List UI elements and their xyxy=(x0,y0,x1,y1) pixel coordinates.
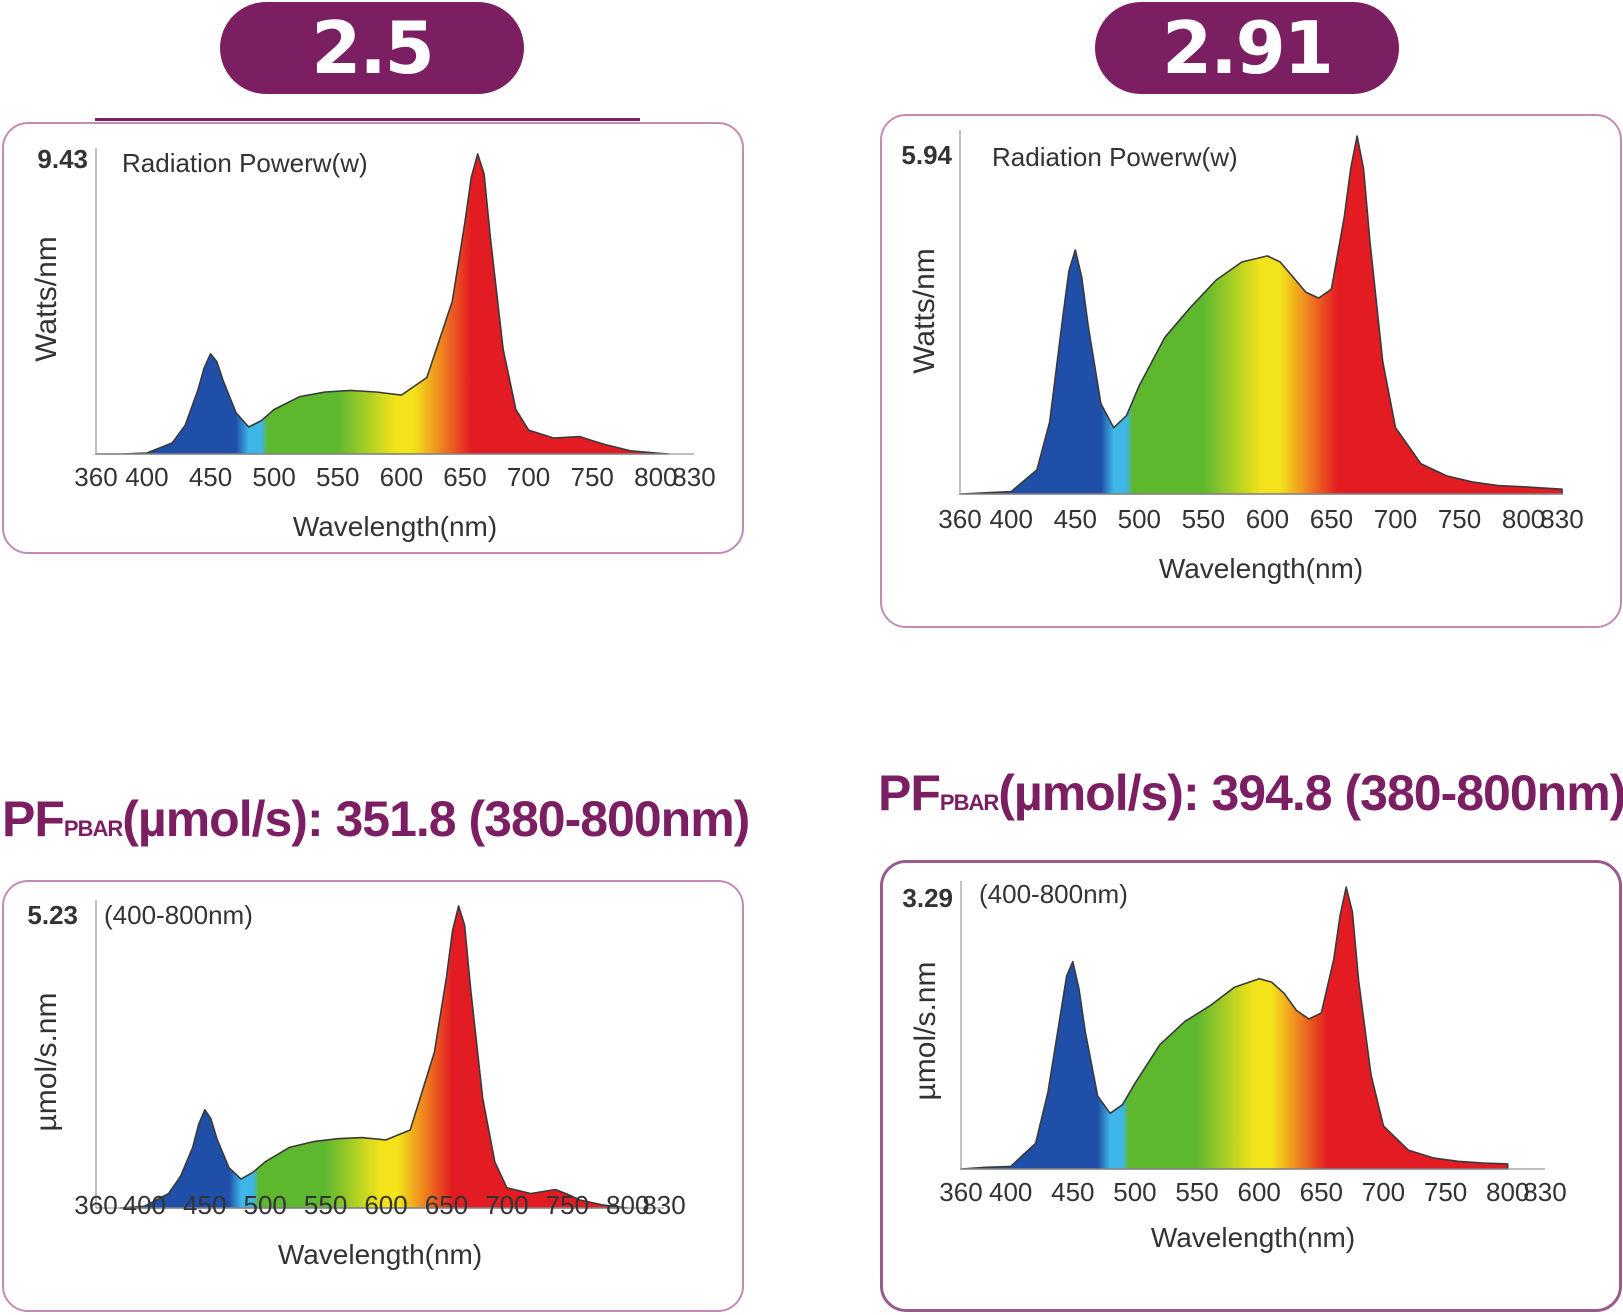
spectrum-area-right-pfd xyxy=(960,886,1509,1170)
x-tick-label: 450 xyxy=(183,1190,226,1220)
right-pf-subscript: PBAR xyxy=(939,790,999,815)
x-tick-label: 550 xyxy=(316,462,359,492)
x-tick-label: 700 xyxy=(485,1190,528,1220)
x-tick-label: 650 xyxy=(443,462,486,492)
right-pfd-chart-panel: 360 400 450 500 550 600 650 700 750 800 830 3.29 (40… xyxy=(880,860,1622,1312)
left-pf-value: (µmol/s): 351.8 (380-800nm) xyxy=(122,791,750,847)
x-tick-label: 700 xyxy=(1374,504,1417,534)
right-radiation-chart-panel: 360 400 450 500 550 600 650 700 750 800 830 5.94 Rad… xyxy=(880,114,1622,628)
x-tick-label: 400 xyxy=(990,504,1033,534)
x-tick-label: 500 xyxy=(252,462,295,492)
chart-title: Radiation Powerw(w) xyxy=(992,142,1238,172)
y-max-label: 5.94 xyxy=(901,140,952,170)
right-pf-prefix: PF xyxy=(878,765,941,821)
left-pf-heading: PFPBAR(µmol/s): 351.8 (380-800nm) xyxy=(2,790,750,848)
x-tick-label: 360 xyxy=(938,504,981,534)
x-tick-label: 600 xyxy=(1246,504,1289,534)
x-tick-label: 700 xyxy=(507,462,550,492)
x-tick-label: 360 xyxy=(74,1190,117,1220)
x-tick-label: 550 xyxy=(304,1190,347,1220)
x-tick-label: 650 xyxy=(1300,1177,1343,1207)
x-tick-label: 830 xyxy=(1540,504,1583,534)
x-tick-label: 500 xyxy=(1113,1177,1156,1207)
x-tick-label: 400 xyxy=(125,462,168,492)
x-tick-label: 400 xyxy=(989,1177,1032,1207)
x-tick-label: 550 xyxy=(1175,1177,1218,1207)
y-axis-label: µmol/s.nm xyxy=(30,993,63,1132)
x-axis-label: Wavelength(nm) xyxy=(1159,553,1363,584)
y-max-label: 3.29 xyxy=(902,883,953,913)
x-tick-label: 600 xyxy=(1238,1177,1281,1207)
x-tick-label: 750 xyxy=(571,462,614,492)
spectrum-area-left-radiation xyxy=(95,153,670,455)
x-tick-label: 830 xyxy=(672,462,715,492)
left-pfd-chart-panel: 360 400 450 500 550 600 650 700 750 800 830 5.23 (40… xyxy=(2,880,744,1312)
x-axis-label: Wavelength(nm) xyxy=(1151,1222,1355,1253)
left-pf-prefix: PF xyxy=(2,791,65,847)
x-tick-label: 800 xyxy=(606,1190,649,1220)
y-axis-label: µmol/s.nm xyxy=(909,962,942,1101)
x-tick-label: 750 xyxy=(1424,1177,1467,1207)
x-tick-label: 830 xyxy=(1523,1177,1566,1207)
right-badge-value: 2.91 xyxy=(1162,6,1334,90)
left-pf-subscript: PBAR xyxy=(63,816,123,841)
y-max-label: 9.43 xyxy=(37,144,88,174)
x-tick-label: 700 xyxy=(1362,1177,1405,1207)
x-tick-label: 450 xyxy=(1051,1177,1094,1207)
spectrum-area-left-pfd xyxy=(119,905,629,1209)
x-tick-label: 600 xyxy=(364,1190,407,1220)
x-tick-label: 360 xyxy=(939,1177,982,1207)
x-tick-label: 750 xyxy=(546,1190,589,1220)
x-axis-label: Wavelength(nm) xyxy=(293,511,497,542)
x-tick-label: 650 xyxy=(425,1190,468,1220)
left-badge-value: 2.5 xyxy=(311,6,435,90)
x-tick-label: 830 xyxy=(642,1190,685,1220)
chart-title: Radiation Powerw(w) xyxy=(122,148,368,178)
chart-title: (400-800nm) xyxy=(979,879,1128,909)
y-axis-label: Watts/nm xyxy=(908,248,941,374)
chart-title: (400-800nm) xyxy=(104,900,253,930)
x-tick-label: 500 xyxy=(243,1190,286,1220)
left-radiation-chart-panel: 360 400 450 500 550 600 650 700 750 800 830 9.43 Rad… xyxy=(2,122,744,554)
x-tick-label: 800 xyxy=(634,462,677,492)
x-tick-label: 800 xyxy=(1486,1177,1529,1207)
x-tick-label: 750 xyxy=(1438,504,1481,534)
x-tick-label: 650 xyxy=(1310,504,1353,534)
x-tick-label: 450 xyxy=(1054,504,1097,534)
right-pf-heading: PFPBAR(µmol/s): 394.8 (380-800nm) xyxy=(878,764,1623,822)
y-max-label: 5.23 xyxy=(27,900,78,930)
x-axis-label: Wavelength(nm) xyxy=(278,1239,482,1270)
right-efficacy-badge: 2.91 xyxy=(1095,2,1399,94)
x-tick-label: 500 xyxy=(1118,504,1161,534)
y-axis-label: Watts/nm xyxy=(30,236,63,362)
x-tick-label: 550 xyxy=(1182,504,1225,534)
x-tick-label: 600 xyxy=(380,462,423,492)
x-tick-label: 400 xyxy=(123,1190,166,1220)
left-efficacy-badge: 2.5 xyxy=(220,2,524,94)
x-tick-label: 450 xyxy=(189,462,232,492)
x-tick-label: 800 xyxy=(1502,504,1545,534)
right-pf-value: (µmol/s): 394.8 (380-800nm) xyxy=(998,765,1623,821)
left-badge-underline xyxy=(95,118,640,121)
spectrum-area-right-radiation xyxy=(959,135,1563,495)
x-tick-label: 360 xyxy=(74,462,117,492)
